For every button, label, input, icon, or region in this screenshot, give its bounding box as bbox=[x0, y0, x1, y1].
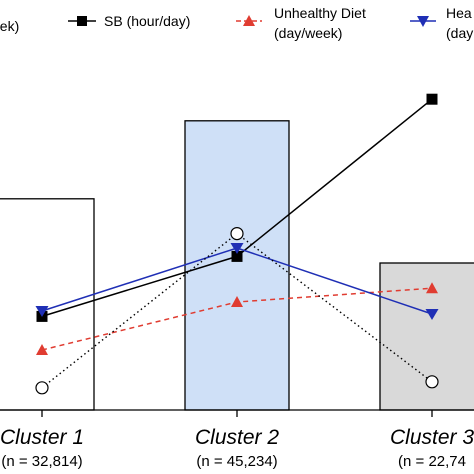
series-3-point-2 bbox=[230, 227, 244, 241]
category-labels-layer: Cluster 1 (n = 32,814) Cluster 2 (n = 45,23… bbox=[0, 426, 474, 470]
bars-layer bbox=[0, 120, 474, 411]
series-2-point-1 bbox=[35, 306, 49, 317]
series-1-point-2 bbox=[231, 296, 243, 307]
series-0-point-3 bbox=[426, 93, 438, 105]
legend: eek) SB (hour/day) Unhealthy Diet (day/w… bbox=[0, 5, 473, 41]
bar-cluster-2 bbox=[184, 120, 290, 411]
series-3-point-3 bbox=[425, 375, 439, 389]
bar-cluster-1 bbox=[0, 198, 95, 411]
legend-label-unhealthy-diet-line1: Unhealthy Diet bbox=[274, 5, 366, 21]
sample-size-label-3: (n = 22,74 bbox=[398, 453, 466, 470]
series-1-point-1 bbox=[36, 344, 48, 355]
series-0-point-2 bbox=[231, 250, 243, 262]
legend-marker-health bbox=[417, 16, 429, 27]
sample-size-label-2: (n = 45,234) bbox=[196, 453, 277, 470]
series-2-point-2 bbox=[230, 243, 244, 254]
x-axis bbox=[0, 409, 474, 417]
series-markers-layer bbox=[35, 93, 439, 395]
legend-label-health-line1: Hea bbox=[446, 5, 472, 21]
legend-label-health-line2: (day bbox=[446, 25, 473, 41]
series-2-point-3 bbox=[425, 309, 439, 320]
legend-label-sb: SB (hour/day) bbox=[104, 13, 190, 29]
category-label-2: Cluster 2 bbox=[195, 426, 279, 449]
legend-marker-unhealthy-diet bbox=[243, 15, 255, 26]
bar-cluster-3 bbox=[379, 262, 474, 411]
legend-marker-sb bbox=[77, 16, 87, 26]
sample-size-label-1: (n = 32,814) bbox=[1, 453, 82, 470]
series-3-point-1 bbox=[35, 381, 49, 395]
category-label-1: Cluster 1 bbox=[0, 426, 84, 449]
legend-label-open-circle-series: eek) bbox=[0, 18, 19, 34]
category-label-3: Cluster 3 bbox=[390, 426, 474, 449]
legend-label-unhealthy-diet-line2: (day/week) bbox=[274, 25, 342, 41]
series-1-point-3 bbox=[426, 282, 438, 294]
